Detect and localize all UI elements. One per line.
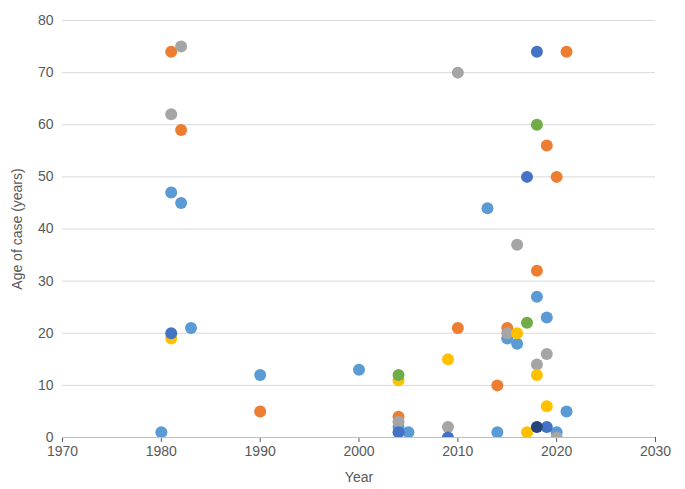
svg-text:1970: 1970: [47, 443, 78, 459]
svg-text:Year: Year: [345, 469, 374, 485]
svg-text:40: 40: [38, 220, 54, 236]
svg-text:2010: 2010: [442, 443, 473, 459]
svg-text:1990: 1990: [245, 443, 276, 459]
svg-text:70: 70: [38, 64, 54, 80]
svg-text:Age of case (years): Age of case (years): [9, 168, 25, 289]
svg-text:2030: 2030: [640, 443, 671, 459]
svg-text:2000: 2000: [343, 443, 374, 459]
svg-text:10: 10: [38, 377, 54, 393]
svg-text:50: 50: [38, 168, 54, 184]
svg-text:60: 60: [38, 116, 54, 132]
svg-text:20: 20: [38, 325, 54, 341]
svg-text:1980: 1980: [146, 443, 177, 459]
svg-text:80: 80: [38, 12, 54, 28]
svg-text:0: 0: [45, 429, 54, 445]
svg-text:2020: 2020: [541, 443, 572, 459]
svg-text:30: 30: [38, 273, 54, 289]
